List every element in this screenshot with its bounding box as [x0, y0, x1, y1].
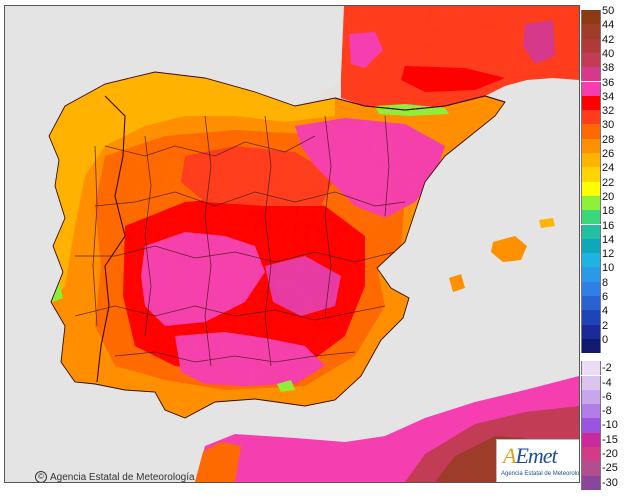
france-extreme-spot — [349, 32, 383, 68]
legend-label: -25 — [602, 462, 618, 475]
legend-swatch-0 — [581, 338, 601, 354]
legend-label: -20 — [602, 448, 618, 460]
legend-label: 2 — [602, 319, 609, 332]
legend-swatch-8 — [581, 281, 601, 296]
legend-swatch-30 — [581, 124, 601, 139]
france-extreme-spot-east — [523, 20, 555, 64]
legend-swatch-12 — [581, 253, 601, 268]
legend-swatch-36 — [581, 81, 601, 96]
province-borders — [74, 115, 406, 367]
france-hot-band — [401, 66, 505, 92]
legend-label: 36 — [602, 76, 615, 89]
legend-swatch-34 — [581, 95, 601, 111]
legend-label: 22 — [602, 176, 615, 189]
legend-swatch-2 — [581, 324, 601, 339]
legend-swatch-22 — [581, 181, 601, 196]
legend-label: -15 — [602, 433, 618, 446]
legend-label: 32 — [602, 105, 615, 118]
temperature-map: © Agencia Estatal de Meteorología AEmet … — [4, 5, 580, 483]
legend-swatch-14 — [581, 238, 601, 254]
portugal-border — [96, 95, 126, 383]
legend-label: 30 — [602, 119, 615, 132]
legend-swatch-neg8 — [581, 404, 601, 419]
legend-label: 20 — [602, 190, 615, 203]
legend-swatch-10 — [581, 267, 601, 282]
legend-label: 6 — [602, 291, 609, 303]
legend-swatch-28 — [581, 138, 601, 153]
legend-label: 38 — [602, 62, 615, 75]
legend-swatch-6 — [581, 296, 601, 311]
copyright-icon: © — [35, 471, 47, 482]
legend-swatch-4 — [581, 310, 601, 325]
legend-swatch-38 — [581, 67, 601, 82]
legend-label: -6 — [602, 390, 612, 403]
legend-swatch-neg6 — [581, 389, 601, 405]
legend-label: 34 — [602, 90, 615, 103]
legend-swatch-neg30 — [581, 475, 601, 490]
legend-label: 16 — [602, 219, 615, 232]
north-africa-coast-warm — [195, 442, 241, 482]
legend-swatch-neg4 — [581, 375, 601, 390]
legend-label: 8 — [602, 276, 609, 289]
legend-swatch-neg15 — [581, 432, 601, 447]
legend-swatch-16 — [581, 224, 601, 239]
legend-label: 28 — [602, 133, 615, 146]
legend-label: -8 — [602, 405, 612, 418]
logo-subtitle: Agencia Estatal de Meteorología — [501, 471, 580, 477]
aemet-logo: AEmet Agencia Estatal de Meteorología — [496, 439, 580, 482]
island-ibiza — [449, 274, 465, 292]
legend-swatch-18 — [581, 210, 601, 225]
island-menorca — [539, 218, 555, 228]
legend-swatch-24 — [581, 167, 601, 182]
legend-label: 50 — [602, 5, 615, 17]
legend-label: 44 — [602, 19, 615, 32]
legend-swatch-20 — [581, 195, 601, 211]
legend-label: -30 — [602, 476, 618, 489]
legend-label: -4 — [602, 376, 612, 389]
legend-label: 40 — [602, 47, 615, 60]
legend-label: 18 — [602, 205, 615, 218]
credit-text: Agencia Estatal de Meteorología — [50, 471, 195, 483]
legend-swatch-32 — [581, 110, 601, 125]
legend-label: -2 — [602, 362, 612, 375]
temperature-legend: 50 44 42 40 38 36 34 32 30 28 26 24 22 20 18 16 14 12 10 8 6… — [581, 6, 629, 490]
legend-label: 14 — [602, 233, 615, 246]
legend-label: 26 — [602, 148, 615, 160]
legend-label: 24 — [602, 162, 615, 175]
map-canvas — [48, 6, 579, 482]
legend-swatch-neg10 — [581, 418, 601, 433]
legend-swatch-50 — [581, 10, 601, 25]
legend-label: 4 — [602, 305, 609, 318]
legend-swatch-neg25 — [581, 461, 601, 476]
legend-swatch-neg2 — [581, 361, 601, 376]
legend-swatch-42 — [581, 38, 601, 53]
legend-label: 10 — [602, 262, 615, 275]
legend-swatch-neg20 — [581, 447, 601, 462]
legend-swatch-40 — [581, 52, 601, 68]
france-border — [334, 95, 506, 111]
legend-swatch-44 — [581, 24, 601, 39]
island-mallorca — [491, 236, 527, 262]
legend-label: 12 — [602, 248, 615, 261]
legend-swatch-26 — [581, 153, 601, 168]
logo-wordmark-text: AEmet — [503, 443, 558, 468]
logo-wordmark: AEmet — [503, 443, 558, 469]
legend-label: 0 — [602, 333, 609, 346]
legend-label: 42 — [602, 33, 615, 46]
map-credit: © Agencia Estatal de Meteorología — [35, 471, 195, 483]
legend-label: -10 — [602, 419, 618, 432]
